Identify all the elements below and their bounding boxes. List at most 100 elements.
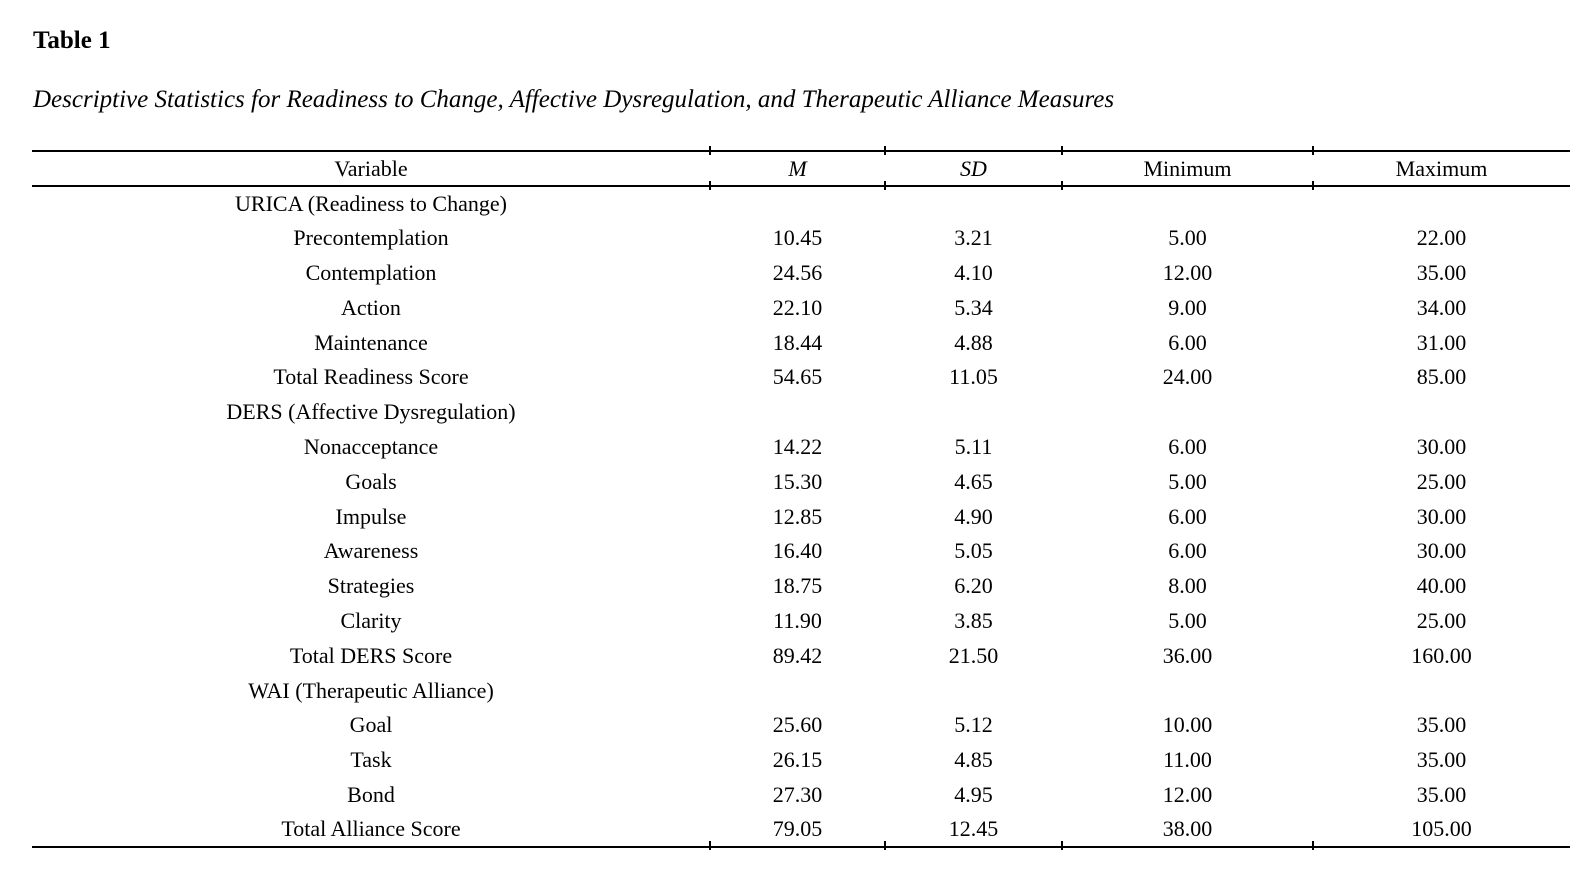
cell-mean: 10.45 [772,225,823,251]
header-row: Variable M SD Minimum Maximum [32,151,1570,186]
table-row: Strategies 18.75 6.20 8.00 40.00 [32,569,1570,604]
row-label: URICA (Readiness to Change) [235,190,507,216]
row-label: Clarity [340,607,402,633]
cell-maximum: 40.00 [1416,573,1467,599]
cell-minimum: 38.00 [1162,816,1213,842]
cell-minimum: 12.00 [1162,781,1213,807]
cell-mean: 26.15 [772,747,823,773]
cell-minimum: 8.00 [1168,573,1207,599]
cell-mean: 14.22 [772,433,823,459]
table-number: Table 1 [33,27,111,54]
cell-sd: 3.85 [954,607,993,633]
cell-maximum: 35.00 [1416,712,1467,738]
cell-sd [885,673,1062,708]
cell-minimum [1062,673,1313,708]
column-tick [884,841,886,850]
cell-mean: 11.90 [773,607,822,633]
cell-maximum: 22.00 [1416,225,1467,251]
cell-sd: 5.05 [954,538,993,564]
column-tick [1061,146,1063,155]
cell-maximum: 31.00 [1416,329,1467,355]
table-row: Contemplation 24.56 4.10 12.00 35.00 [32,256,1570,291]
table-row: Maintenance 18.44 4.88 6.00 31.00 [32,325,1570,360]
table-row: URICA (Readiness to Change) [32,186,1570,221]
cell-maximum: 34.00 [1416,294,1467,320]
row-label: Precontemplation [293,225,449,251]
column-tick [709,841,711,850]
table-caption: Descriptive Statistics for Readiness to … [33,86,1115,113]
cell-mean [710,186,885,221]
cell-sd: 21.50 [948,642,999,668]
table-row: Bond 27.30 4.95 12.00 35.00 [32,778,1570,813]
column-header-minimum: Minimum [1143,155,1232,181]
cell-mean: 18.75 [772,573,823,599]
cell-minimum: 5.00 [1168,468,1207,494]
cell-sd: 4.95 [954,781,993,807]
table-body: URICA (Readiness to Change) Precontempla… [32,186,1570,847]
column-tick [1061,181,1063,190]
row-label: Maintenance [314,329,428,355]
row-label: Total Alliance Score [281,816,461,842]
cell-mean: 16.40 [772,538,823,564]
cell-sd [885,395,1062,430]
cell-maximum: 30.00 [1416,538,1467,564]
table-row: Total Alliance Score 79.05 12.45 38.00 1… [32,812,1570,847]
cell-mean: 15.30 [772,468,823,494]
cell-mean: 79.05 [772,816,823,842]
cell-sd: 4.85 [954,747,993,773]
table-row: Total Readiness Score 54.65 11.05 24.00 … [32,360,1570,395]
cell-maximum: 105.00 [1411,816,1472,842]
cell-sd: 4.90 [954,503,993,529]
cell-mean: 27.30 [772,781,823,807]
cell-minimum: 6.00 [1168,433,1207,459]
row-label: Goals [345,468,397,494]
cell-sd: 4.65 [954,468,993,494]
cell-maximum: 25.00 [1416,468,1467,494]
cell-minimum: 9.00 [1168,294,1207,320]
column-tick [1312,146,1314,155]
cell-minimum: 6.00 [1168,503,1207,529]
cell-maximum: 30.00 [1416,503,1467,529]
stats-table: Variable M SD Minimum Maximum URICA (Rea… [32,150,1570,849]
row-label: Impulse [335,503,407,529]
row-label: WAI (Therapeutic Alliance) [248,677,494,703]
column-tick [884,146,886,155]
cell-maximum: 35.00 [1416,781,1467,807]
cell-minimum [1062,186,1313,221]
cell-sd: 4.88 [954,329,993,355]
table-row: Goal 25.60 5.12 10.00 35.00 [32,708,1570,743]
row-label: Strategies [327,573,415,599]
column-tick [1312,841,1314,850]
column-tick [709,146,711,155]
cell-maximum: 160.00 [1411,642,1472,668]
row-label: Task [350,747,392,773]
row-label: Total DERS Score [289,642,453,668]
table-row: DERS (Affective Dysregulation) [32,395,1570,430]
descriptive-statistics-table: Variable M SD Minimum Maximum URICA (Rea… [32,146,1570,850]
cell-mean: 12.85 [772,503,823,529]
row-label: DERS (Affective Dysregulation) [226,399,516,425]
table-row: Total DERS Score 89.42 21.50 36.00 160.0… [32,638,1570,673]
cell-mean [710,395,885,430]
cell-maximum [1313,395,1570,430]
column-header-mean: M [788,155,807,181]
cell-minimum: 5.00 [1168,607,1207,633]
column-tick [1061,841,1063,850]
cell-minimum: 10.00 [1162,712,1213,738]
cell-minimum: 5.00 [1168,225,1207,251]
cell-maximum: 35.00 [1416,747,1467,773]
cell-mean: 24.56 [772,259,823,285]
row-label: Contemplation [305,259,437,285]
column-header-variable: Variable [334,155,408,181]
row-label: Awareness [323,538,419,564]
cell-sd: 5.11 [954,433,993,459]
table-row: Goals 15.30 4.65 5.00 25.00 [32,464,1570,499]
row-label: Nonacceptance [303,433,439,459]
column-tick [884,181,886,190]
cell-sd: 12.45 [948,816,999,842]
cell-minimum: 6.00 [1168,538,1207,564]
table-row: Nonacceptance 14.22 5.11 6.00 30.00 [32,430,1570,465]
row-label: Bond [347,781,395,807]
column-header-maximum: Maximum [1395,155,1488,181]
row-label: Goal [349,712,393,738]
